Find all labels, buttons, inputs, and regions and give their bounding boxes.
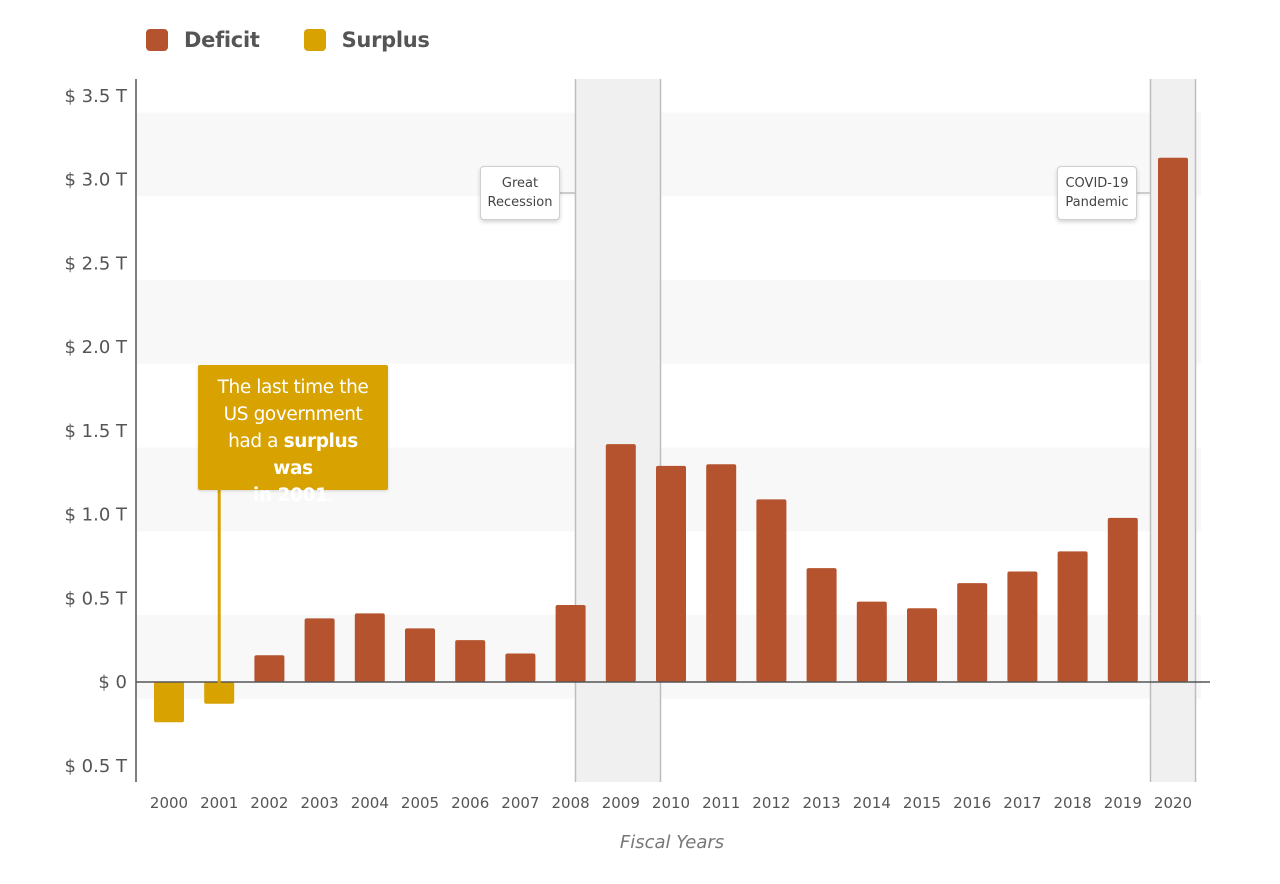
y-tick-label: $ 0.5 T (64, 756, 128, 777)
x-tick-label: 2013 (803, 794, 841, 812)
bar-2005 (405, 628, 435, 682)
bar-2003 (304, 618, 335, 682)
y-tick-label: $ 3.5 T (64, 86, 128, 107)
x-tick-label: 2004 (351, 794, 389, 812)
x-tick-label: 2017 (1003, 794, 1041, 812)
bar-2015 (907, 608, 937, 682)
y-tick-label: $ 2.5 T (64, 253, 128, 274)
y-tick-label: $ 1.0 T (64, 505, 128, 526)
x-tick-label: 2005 (401, 794, 439, 812)
event-line: Recession (487, 195, 553, 210)
bar-2013 (806, 568, 837, 682)
x-tick-label: 2009 (602, 794, 640, 812)
callout-line: . (327, 485, 334, 506)
x-tick-label: 2003 (301, 794, 339, 812)
x-tick-label: 2020 (1154, 794, 1192, 812)
x-tick-label: 2015 (903, 794, 941, 812)
grid-band (137, 112, 1201, 197)
callout-line: The last time the (217, 377, 369, 398)
x-tick-label: 2007 (501, 794, 539, 812)
x-tick-label: 2006 (451, 794, 489, 812)
great-recession-label: Great Recession (480, 166, 560, 220)
legend-item-deficit[interactable]: Deficit (146, 28, 260, 52)
bar-2014 (856, 601, 887, 682)
x-tick-label: 2000 (150, 794, 188, 812)
y-tick-label: $ 2.0 T (64, 337, 128, 358)
bar-2002 (254, 655, 285, 682)
bar-2004 (354, 613, 385, 682)
callout-bold: surplus was (273, 431, 358, 479)
bar-2010 (656, 465, 686, 682)
deficit-swatch (146, 29, 168, 51)
y-tick-label: $ 1.5 T (64, 421, 128, 442)
event-line: Great (501, 176, 539, 191)
y-tick-label: $ 3.0 T (64, 170, 128, 191)
x-tick-label: 2001 (200, 794, 238, 812)
surplus-callout: The last time the US government had a su… (198, 365, 388, 506)
x-tick-label: 2018 (1054, 794, 1092, 812)
y-tick-label: $ 0.5 T (64, 588, 128, 609)
y-tick-label: $ 0 (98, 672, 127, 693)
x-tick-label: 2019 (1104, 794, 1142, 812)
legend-item-surplus[interactable]: Surplus (303, 28, 430, 52)
bar-2009 (605, 444, 636, 682)
x-tick-label: 2011 (702, 794, 740, 812)
legend: Deficit Surplus (146, 28, 474, 52)
x-tick-label: 2016 (953, 794, 991, 812)
bar-2020 (1158, 157, 1188, 683)
bar-2000 (154, 682, 184, 723)
callout-bold: in 2001 (252, 485, 328, 506)
bar-2019 (1107, 517, 1138, 682)
bar-2011 (706, 464, 737, 682)
x-tick-label: 2002 (250, 794, 288, 812)
legend-label: Surplus (341, 28, 430, 52)
x-tick-label: 2012 (752, 794, 790, 812)
bar-2008 (555, 604, 586, 682)
x-tick-label: 2010 (652, 794, 690, 812)
event-line: COVID-19 (1065, 176, 1129, 191)
grid-band (137, 280, 1201, 364)
x-tick-label: 2008 (552, 794, 590, 812)
callout-line: had a (228, 431, 284, 452)
bar-2016 (957, 583, 988, 682)
callout-line: US government (223, 404, 363, 425)
bar-2006 (455, 640, 486, 682)
x-axis-title: Fiscal Years (619, 832, 725, 853)
surplus-swatch (303, 29, 326, 51)
legend-label: Deficit (184, 28, 260, 52)
x-tick-label: 2014 (853, 794, 891, 812)
event-line: Pandemic (1065, 195, 1129, 210)
bar-2012 (756, 499, 787, 682)
bar-2001 (204, 682, 235, 704)
bar-2018 (1057, 551, 1088, 682)
covid-pandemic-label: COVID-19 Pandemic (1057, 166, 1137, 220)
bar-2007 (505, 653, 536, 682)
bar-2017 (1007, 571, 1038, 682)
